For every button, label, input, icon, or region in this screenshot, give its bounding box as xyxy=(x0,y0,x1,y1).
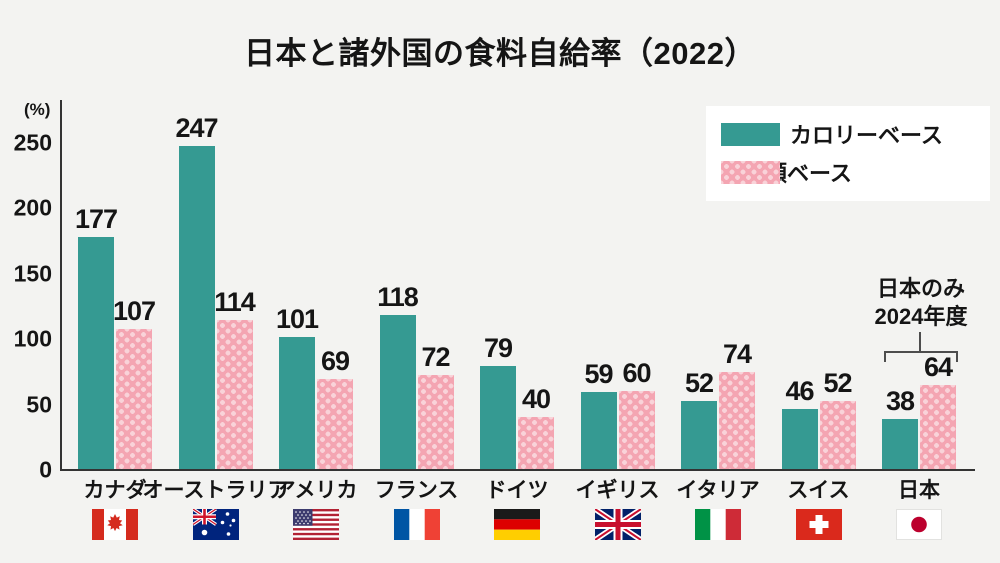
bar-production-6 xyxy=(719,372,755,469)
flag-jp-icon xyxy=(896,509,942,540)
y-axis-line xyxy=(60,100,62,471)
y-tick-200: 200 xyxy=(13,194,52,221)
flag-ch-icon xyxy=(795,509,842,540)
value-label-bar-production-3: 72 xyxy=(421,341,450,372)
bar-production-5 xyxy=(618,390,655,469)
x-axis-label-7: スイス xyxy=(787,479,850,502)
flag-gb-icon xyxy=(594,509,641,540)
y-tick-250: 250 xyxy=(13,129,52,156)
bar-production-8 xyxy=(920,385,956,469)
chart-title: 日本と諸外国の食料自給率（2022） xyxy=(244,36,756,71)
annotation-line-1: 日本のみ xyxy=(876,276,965,301)
value-label-bar-calorie-6: 52 xyxy=(684,367,714,398)
legend-item-production-base: 生産額ベース xyxy=(721,160,852,186)
annotation-line-2: 2024年度 xyxy=(874,304,968,329)
x-axis-label-3: フランス xyxy=(374,479,459,502)
value-label-bar-calorie-5: 59 xyxy=(584,358,613,389)
x-axis-line xyxy=(60,469,975,471)
value-label-bar-calorie-1: 247 xyxy=(175,112,218,143)
annotation-japan-2024: 日本のみ 2024年度 xyxy=(841,275,1000,331)
x-axis-label-8: 日本 xyxy=(898,479,940,502)
value-label-bar-production-6: 74 xyxy=(722,339,752,370)
x-axis-label-6: イタリア xyxy=(676,479,760,502)
value-label-bar-calorie-8: 38 xyxy=(885,386,915,417)
bar-production-3 xyxy=(417,374,454,469)
value-label-bar-calorie-4: 79 xyxy=(483,332,513,363)
bar-calorie-3 xyxy=(379,314,416,469)
y-tick-0: 0 xyxy=(39,456,52,483)
bar-calorie-7 xyxy=(781,408,818,469)
legend-swatch-production-icon xyxy=(721,161,780,184)
y-tick-50: 50 xyxy=(26,391,52,418)
x-axis-label-0: カナダ xyxy=(83,479,147,502)
bar-production-4 xyxy=(518,416,554,469)
x-axis-label-2: アメリカ xyxy=(274,479,358,502)
value-label-bar-production-8: 64 xyxy=(923,352,953,383)
bar-calorie-8 xyxy=(882,419,918,469)
bar-calorie-1 xyxy=(178,145,215,469)
bar-production-0 xyxy=(116,329,152,469)
annotation-bracket-tick-right xyxy=(956,351,958,362)
y-tick-150: 150 xyxy=(13,260,52,287)
value-label-bar-production-5: 60 xyxy=(622,357,651,388)
bar-calorie-6 xyxy=(681,400,717,469)
bar-calorie-4 xyxy=(480,365,516,469)
value-label-bar-calorie-0: 177 xyxy=(74,204,118,235)
x-axis-label-4: ドイツ xyxy=(485,479,549,502)
bar-production-7 xyxy=(819,400,856,469)
x-axis-label-5: イギリス xyxy=(575,479,660,502)
bar-calorie-5 xyxy=(580,391,617,469)
legend-item-calorie-base: カロリーベース xyxy=(721,122,943,148)
y-tick-100: 100 xyxy=(13,325,52,352)
annotation-bracket-stem xyxy=(919,332,921,352)
plot-area: 177 107 247 114 101 69 118 72 79 40 59 60 52 74 46 52 38… xyxy=(62,100,975,469)
value-label-bar-calorie-2: 101 xyxy=(275,303,319,334)
flag-us-icon xyxy=(293,509,339,540)
annotation-bracket-tick-left xyxy=(884,351,886,362)
value-label-bar-production-0: 107 xyxy=(112,296,156,327)
value-label-bar-production-2: 69 xyxy=(320,345,350,376)
legend-label-calorie: カロリーベース xyxy=(790,123,943,148)
annotation-bracket-bar xyxy=(884,351,958,353)
bar-production-2 xyxy=(317,378,353,469)
flag-fr-icon xyxy=(393,509,440,540)
flag-de-icon xyxy=(494,509,540,540)
bar-calorie-2 xyxy=(279,336,315,469)
x-axis-label-1: オーストラリア xyxy=(142,479,289,502)
y-axis-unit-label: (%) xyxy=(24,100,51,119)
value-label-bar-calorie-3: 118 xyxy=(377,281,419,312)
flag-ca-icon xyxy=(92,509,138,540)
value-label-bar-production-7: 52 xyxy=(823,367,852,398)
flag-it-icon xyxy=(695,509,741,540)
value-label-bar-production-4: 40 xyxy=(521,383,551,414)
bar-calorie-0 xyxy=(78,237,114,469)
legend: カロリーベース 生産額ベース xyxy=(706,106,990,201)
bar-production-1 xyxy=(216,319,253,469)
value-label-bar-calorie-7: 46 xyxy=(785,375,814,406)
legend-swatch-calorie-icon xyxy=(721,122,780,146)
value-label-bar-production-1: 114 xyxy=(214,286,256,317)
flag-au-icon xyxy=(192,509,239,540)
